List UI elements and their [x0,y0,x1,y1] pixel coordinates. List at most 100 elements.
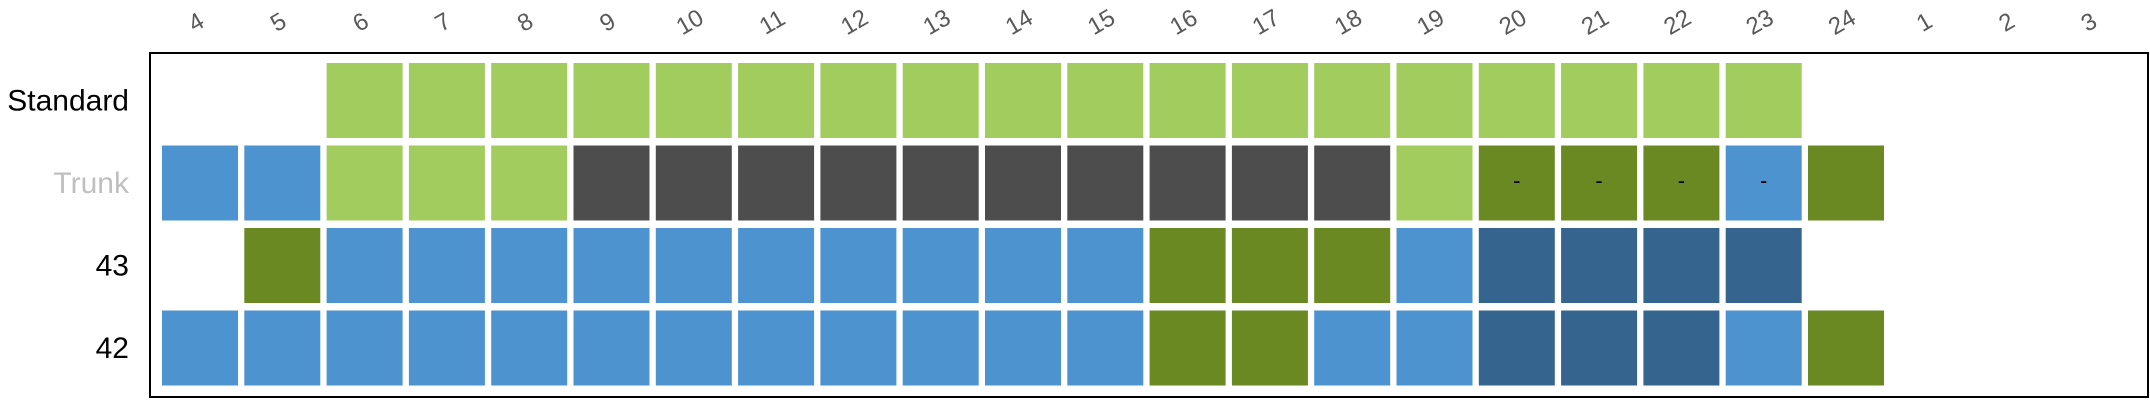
x-tick-label: 12 [836,4,873,41]
heatmap-cell [738,63,815,138]
row-labels: Standard Trunk 43 42 [7,85,130,366]
heatmap-cell [573,63,650,138]
heatmap-cell [655,310,732,386]
x-tick-label: 10 [672,4,709,41]
heatmap-cell [1643,145,1720,221]
heatmap-cell [1561,145,1638,221]
heatmap-cell [326,228,403,303]
heatmap-cell [1231,310,1308,386]
x-tick-label: 19 [1412,4,1449,41]
heatmap-cell [1314,63,1391,138]
heatmap-cell [326,310,403,386]
x-tick-label: 23 [1742,4,1779,41]
x-tick-label: 18 [1330,4,1367,41]
heatmap-cell [1478,228,1555,303]
heatmap-cell [985,145,1061,221]
x-tick-label: 11 [755,5,790,41]
heatmap-cell [1396,228,1473,303]
heatmap-cell [491,145,568,221]
heatmap-cell [1149,145,1226,221]
heatmap-cell [1314,310,1391,386]
row-label: 42 [96,332,129,365]
heatmap-cell [1067,228,1144,303]
heatmap-cell [1725,310,1802,386]
x-tick-label: 4 [184,7,209,37]
heatmap-cell [573,228,650,303]
heatmap-cell [820,63,897,138]
heatmap-cell [738,145,815,221]
x-tick-label: 13 [919,4,956,41]
heatmap-cell [1314,145,1391,221]
x-tick-label: 17 [1248,4,1285,41]
row-label: 43 [96,250,129,283]
row-label: Trunk [53,167,130,200]
heatmap-cell [820,228,897,303]
heatmap-cell [491,310,568,386]
heatmap-cell [573,310,650,386]
heatmap-cell [1149,310,1226,386]
x-tick-label: 20 [1495,4,1532,41]
heatmap-cell [1478,145,1555,221]
heatmap-cell [820,310,897,386]
heatmap-cell [244,228,321,303]
heatmap-cells: ---- [162,63,1884,386]
x-tick-label: 2 [1994,7,2019,37]
heatmap-cell [655,145,732,221]
heatmap-cell [244,145,321,221]
heatmap-cell [1561,228,1638,303]
heatmap-cell [1643,310,1720,386]
heatmap-cell [985,228,1061,303]
heatmap-cell [1561,310,1638,386]
heatmap-cell [902,228,979,303]
heatmap-cell [655,228,732,303]
x-tick-label: 7 [431,7,456,37]
x-axis-ticks: 4 5 6 7 8 9 10 11 12 13 14 15 16 17 18 19 20 21 22 23 24 1 2 3 [184,4,2102,41]
x-tick-label: 1 [1912,7,1937,37]
heatmap-cell [162,310,238,386]
heatmap-cell [573,145,650,221]
cell-label: - [1513,168,1520,193]
heatmap-cell [1396,63,1473,138]
heatmap-cell [1314,228,1391,303]
heatmap-cell [1643,63,1720,138]
x-tick-label: 9 [595,7,620,37]
heatmap-cell [408,145,485,221]
x-tick-label: 15 [1083,4,1120,41]
heatmap-cell [1231,63,1308,138]
heatmap-cell [902,63,979,138]
heatmap-cell [820,145,897,221]
heatmap-cell [1149,63,1226,138]
heatmap-cell [985,310,1061,386]
heatmap-cell [326,145,403,221]
heatmap-cell [1231,228,1308,303]
cell-label: - [1760,168,1767,193]
heatmap-cell [902,145,979,221]
heatmap-cell [1478,63,1555,138]
x-tick-label: 5 [266,7,291,37]
heatmap-cell [1478,310,1555,386]
heatmap-cell [985,63,1061,138]
heatmap-cell [1067,310,1144,386]
heatmap-cell [408,228,485,303]
x-tick-label: 21 [1577,4,1614,41]
row-label: Standard [7,85,129,118]
heatmap-cell [1067,63,1144,138]
x-tick-label: 6 [348,7,373,37]
heatmap-cell [1561,63,1638,138]
x-tick-label: 22 [1659,4,1696,41]
x-tick-label: 14 [1001,4,1038,41]
heatmap-cell [902,310,979,386]
heatmap-cell [408,310,485,386]
heatmap-cell [491,228,568,303]
heatmap-cell [244,310,321,386]
heatmap-cell [1808,310,1884,386]
x-tick-label: 3 [2077,7,2102,37]
x-tick-label: 8 [513,7,538,37]
plot-frame [149,52,2149,398]
x-tick-label: 24 [1824,4,1861,41]
heatmap-cell [1396,310,1473,386]
heatmap-cell [1725,145,1802,221]
heatmap-cell [408,63,485,138]
heatmap-cell [1643,228,1720,303]
